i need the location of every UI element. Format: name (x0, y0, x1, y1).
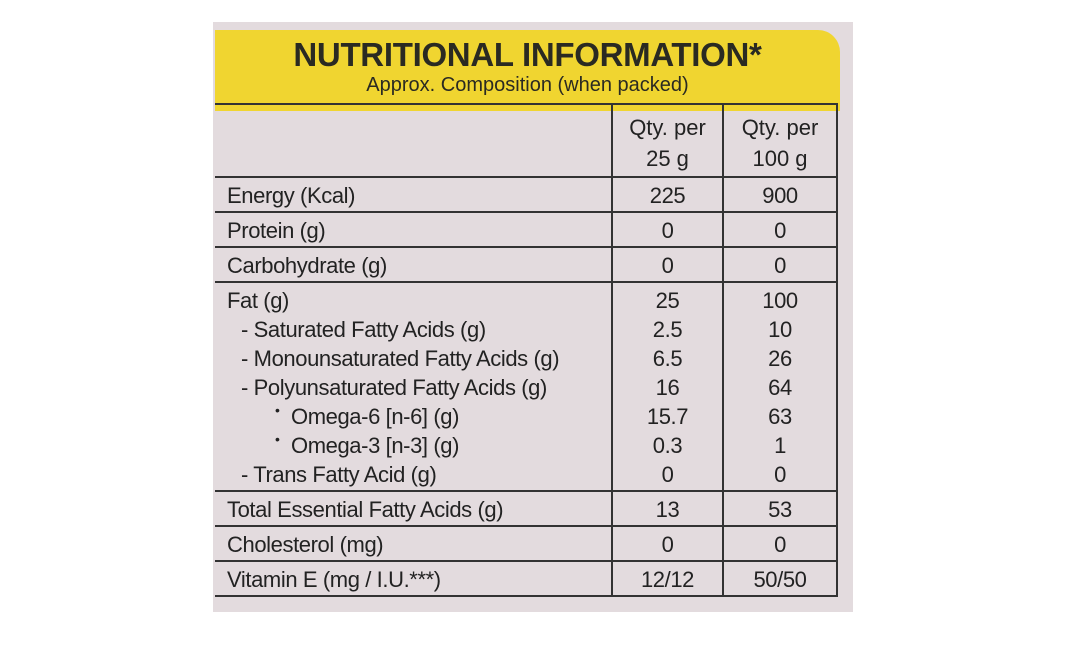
row-label: Cholesterol (mg) (227, 532, 384, 557)
row-value: 1 (774, 433, 786, 458)
table-cell: 53 (724, 492, 838, 525)
table-row: Fat (g) - Saturated Fatty Acids (g) - Mono… (215, 283, 838, 492)
table-cell: 0 (613, 248, 724, 281)
row-value: 15.7 (646, 404, 689, 429)
table-cell: 0 (724, 248, 838, 281)
row-label: - Polyunsaturated Fatty Acids (g) (241, 375, 547, 400)
header-row: Qty. per 25 g Qty. per 100 g (215, 105, 838, 178)
table-cell: Total Essential Fatty Acids (g) (215, 492, 613, 525)
table-row: Carbohydrate (g) 0 0 (215, 248, 838, 283)
row-label: Protein (g) (227, 218, 326, 243)
table-row: Energy (Kcal) 225 900 (215, 178, 838, 213)
row-value: 0 (661, 462, 674, 487)
table-cell: Fat (g) - Saturated Fatty Acids (g) - Mono… (215, 283, 613, 490)
table-cell: 0 (613, 213, 724, 246)
row-value: 12/12 (640, 567, 695, 592)
row-value: 0 (774, 253, 786, 278)
table-cell: 50/50 (724, 562, 838, 595)
header-cell: Qty. per 25 g (613, 105, 724, 176)
column-header: Qty. per 25 g (629, 115, 706, 171)
row-value: 900 (762, 183, 798, 208)
table-cell: 0 (724, 213, 838, 246)
row-value: 0 (774, 218, 786, 243)
row-label: Carbohydrate (g) (227, 253, 387, 278)
table-cell: 25 2.5 6.5 16 15.7 0.3 0 (613, 283, 724, 490)
table-cell: 225 (613, 178, 724, 211)
row-value: 10 (768, 317, 792, 342)
table-row: Vitamin E (mg / I.U.***) 12/12 50/50 (215, 562, 838, 597)
table-cell: 0 (724, 527, 838, 560)
table-cell: 900 (724, 178, 838, 211)
row-value: 225 (649, 183, 686, 208)
table-row: Protein (g) 0 0 (215, 213, 838, 248)
row-value: 64 (768, 375, 792, 400)
row-value: 53 (768, 497, 792, 522)
row-value: 100 (762, 288, 798, 313)
row-label: Omega-3 [n-3] (g) (215, 425, 611, 460)
header-cell: Qty. per 100 g (724, 105, 838, 176)
row-value: 25 (655, 288, 680, 313)
row-label: Energy (Kcal) (227, 183, 356, 208)
row-label: Omega-6 [n-6] (g) (215, 396, 611, 431)
row-value: 0 (661, 532, 674, 557)
row-value: 26 (768, 346, 792, 371)
row-value: 63 (768, 404, 792, 429)
table-cell: 0 (613, 527, 724, 560)
row-label: - Saturated Fatty Acids (g) (241, 317, 486, 342)
row-value: 13 (655, 497, 680, 522)
row-label: - Trans Fatty Acid (g) (241, 462, 437, 487)
table-cell: 12/12 (613, 562, 724, 595)
title: NUTRITIONAL INFORMATION* (293, 36, 762, 73)
table-cell: Cholesterol (mg) (215, 527, 613, 560)
table-row: Total Essential Fatty Acids (g) 13 53 (215, 492, 838, 527)
header-cell (215, 105, 613, 176)
row-value: 0 (661, 253, 674, 278)
table-cell: Energy (Kcal) (215, 178, 613, 211)
table: Qty. per 25 g Qty. per 100 g Energy (Kcal)… (215, 103, 838, 597)
table-row: Cholesterol (mg) 0 0 (215, 527, 838, 562)
table-cell: 13 (613, 492, 724, 525)
row-value: 2.5 (652, 317, 683, 342)
nutrition-label: NUTRITIONAL INFORMATION* Approx. Composi… (213, 22, 853, 612)
subtitle: Approx. Composition (when packed) (366, 74, 689, 96)
header: NUTRITIONAL INFORMATION* Approx. Composi… (215, 30, 840, 111)
row-value: 0 (661, 218, 674, 243)
table-cell: 100 10 26 64 63 1 0 (724, 283, 838, 490)
table-cell: Vitamin E (mg / I.U.***) (215, 562, 613, 595)
row-label: Vitamin E (mg / I.U.***) (227, 567, 441, 592)
table-cell: Protein (g) (215, 213, 613, 246)
row-value: 0 (774, 532, 786, 557)
row-label: - Monounsaturated Fatty Acids (g) (241, 346, 560, 371)
row-label: Fat (g) (227, 288, 289, 313)
column-header: Qty. per 100 g (741, 115, 819, 171)
row-label: Total Essential Fatty Acids (g) (227, 497, 504, 522)
row-value: 6.5 (652, 346, 683, 371)
row-value: 0 (774, 462, 786, 487)
row-value: 50/50 (753, 567, 807, 592)
row-value: 0.3 (652, 433, 683, 458)
table-cell: Carbohydrate (g) (215, 248, 613, 281)
row-value: 16 (655, 375, 680, 400)
